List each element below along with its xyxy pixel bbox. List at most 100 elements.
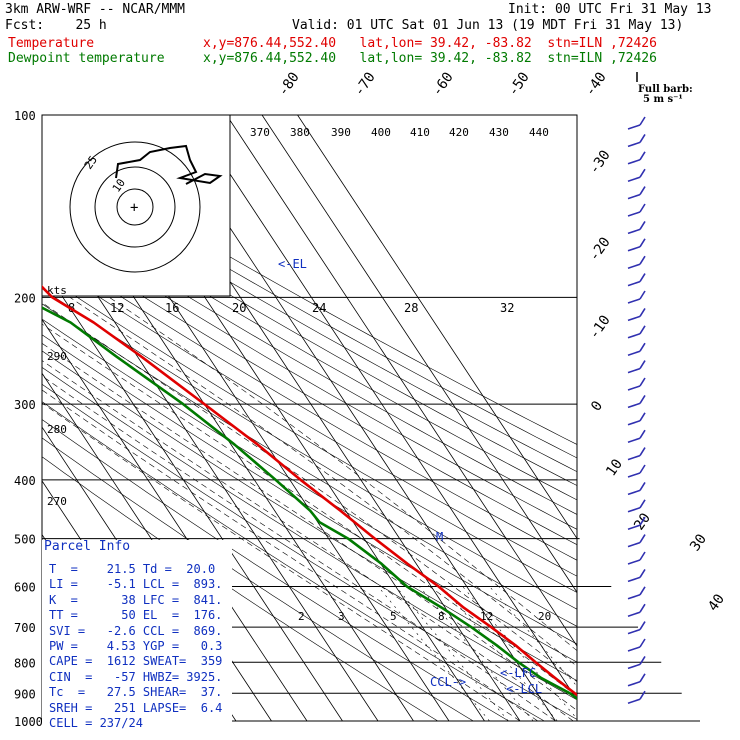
wind-barb-flag [639, 377, 646, 387]
dry-adiabat [42, 232, 577, 546]
parcel-info-row: CIN = -57 HWBZ= 3925. [49, 669, 223, 684]
theta-label: 420 [449, 126, 469, 139]
mixing-ratio-line [377, 586, 490, 721]
wind-barb [627, 211, 641, 217]
moist-adiabat [42, 342, 577, 711]
theta-label: 370 [250, 126, 270, 139]
wind-barb [627, 193, 641, 200]
dry-adiabat [42, 419, 509, 721]
dry-adiabat [42, 383, 577, 720]
init-time: Init: 00 UTC Fri 31 May 13 [508, 2, 712, 17]
wind-barb [627, 507, 641, 513]
mixing-ratio-label: 3 [338, 610, 345, 623]
wind-barb [627, 298, 641, 304]
parcel-info-row: CELL = 237/24 [49, 716, 143, 730]
forecast-hour: Fcst: 25 h [5, 18, 107, 33]
wind-barb [627, 159, 641, 165]
pressure-tick-label: 400 [14, 474, 36, 488]
el-annotation: <-EL [278, 257, 307, 271]
isotherm [261, 115, 577, 593]
wind-barb [627, 489, 641, 496]
wind-barb-flag [639, 464, 646, 474]
hodograph-trace [115, 144, 223, 185]
wind-barb [627, 141, 641, 148]
temperature-tick-label: 30 [687, 531, 710, 554]
wind-barb [627, 681, 641, 687]
dry-adiabat [42, 318, 577, 645]
dry-adiabat [42, 259, 577, 577]
hodograph-speed-label: 20 [232, 301, 246, 315]
hodograph-speed-label: 32 [500, 301, 514, 315]
isotherm [297, 115, 577, 540]
temperature-tick-label: -70 [351, 69, 379, 99]
pressure-tick-label: 500 [14, 533, 36, 547]
pressure-tick-label: 100 [14, 109, 36, 123]
hodograph-speed-label: 16 [165, 301, 179, 315]
temperature-tick-label: -20 [586, 234, 614, 264]
dry-adiabat [42, 288, 577, 610]
wind-barb [627, 315, 641, 322]
wind-barb [627, 367, 641, 374]
wind-barb [627, 646, 641, 652]
temperature-tick-label: -80 [275, 69, 303, 99]
mixing-ratio-label: 5 [390, 610, 397, 623]
mixing-ratio-label: 12 [480, 610, 493, 623]
wind-barb-flag [639, 238, 646, 248]
wind-barb [627, 402, 641, 409]
hodograph-ring [116, 188, 154, 226]
wind-barb-flag [639, 342, 646, 352]
wind-key-title: Full barb: [638, 84, 693, 95]
mixing-ratio-line [395, 586, 509, 721]
wind-barb [627, 524, 641, 530]
wind-barb [627, 263, 641, 269]
parcel-info-row: CAPE = 1612 SWEAT= 359 [49, 654, 223, 669]
wind-barb-flag [639, 151, 646, 161]
wind-barb [627, 576, 641, 583]
theta-label: 380 [290, 126, 310, 139]
theta-label: 400 [371, 126, 391, 139]
wind-barb [627, 246, 641, 252]
temperature-tick-label: 10 [603, 456, 626, 479]
wind-barb [627, 594, 641, 600]
theta-label: 290 [47, 350, 67, 363]
pressure-tick-label: 300 [14, 398, 36, 412]
wind-barb-flag [639, 551, 646, 561]
temperature-trace [42, 285, 577, 697]
wind-barb-flag [639, 673, 646, 683]
isotherm [226, 115, 577, 647]
wind-barb-flag [639, 499, 646, 509]
model-title: 3km ARW-WRF -- NCAR/MMM [5, 2, 186, 17]
wind-barb-flag [639, 568, 646, 578]
parcel-info-row: Tc = 27.5 SHEAR= 37. [49, 685, 223, 700]
parcel-info-row: T = 21.5 Td = 20.0 [49, 562, 216, 576]
wind-barb [627, 472, 641, 478]
wind-barb-flag [639, 133, 646, 143]
hodograph-frame [41, 114, 231, 297]
wind-barb-flag [639, 621, 646, 631]
wind-barb [627, 333, 641, 339]
wind-barb-flag [639, 481, 646, 491]
pressure-tick-label: 1000 [14, 715, 43, 729]
wind-barb [627, 124, 641, 130]
isotherm [42, 318, 308, 721]
wind-barb-flag [639, 412, 646, 422]
wind-barb-flag [639, 203, 646, 213]
mixing-ratio-label: 8 [438, 610, 445, 623]
pressure-tick-label: 200 [14, 291, 36, 305]
wind-barb-flag [639, 325, 646, 335]
parcel-info-box [42, 540, 232, 724]
lfc-annotation: <-LFC [500, 666, 536, 680]
lcl-annotation: <-LCL [506, 682, 542, 696]
parcel-info-row: LI = -5.1 LCL = 893. [49, 577, 223, 592]
theta-label: 390 [331, 126, 351, 139]
wind-barb-flag [639, 638, 646, 648]
dry-adiabat [42, 218, 577, 530]
hodograph-ring [69, 141, 201, 273]
dry-adiabat [42, 167, 577, 472]
isotherm [190, 115, 577, 701]
dry-adiabat [42, 205, 577, 515]
mixing-ratio-line [441, 586, 558, 721]
wind-barb [627, 698, 641, 704]
ccl-annotation: CCL-> [430, 675, 466, 689]
wind-barb-flag [639, 516, 646, 526]
